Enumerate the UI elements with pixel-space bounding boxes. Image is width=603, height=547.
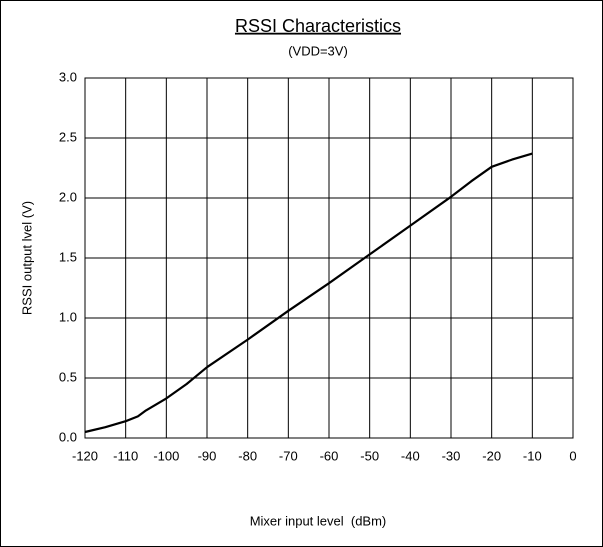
x-tick-label: -90: [198, 448, 217, 463]
y-tick-label: 2.5: [59, 129, 77, 144]
y-tick-label: 2.0: [59, 189, 77, 204]
y-tick-label: 0.5: [59, 369, 77, 384]
x-tick-label: -80: [238, 448, 257, 463]
x-tick-label: -120: [72, 448, 98, 463]
data-line: [84, 152, 533, 434]
x-axis-label: Mixer input level (dBm): [250, 513, 387, 528]
x-tick-label: -10: [523, 448, 542, 463]
x-tick-label: -60: [320, 448, 339, 463]
y-tick-label: 1.0: [59, 309, 77, 324]
chart-subtitle: (VDD=3V): [288, 43, 348, 58]
x-tick-label: 0: [569, 448, 576, 463]
x-tick-label: -50: [360, 448, 379, 463]
x-tick-label: -30: [442, 448, 461, 463]
y-tick-label: 3.0: [59, 69, 77, 84]
x-tick-label: -110: [113, 448, 138, 463]
x-tick-label: -70: [279, 448, 298, 463]
x-tick-label: -100: [153, 448, 179, 463]
chart-title: RSSI Characteristics: [235, 16, 401, 36]
y-axis-label: RSSI output lvel (V): [19, 201, 34, 315]
y-tick-label: 0.0: [59, 429, 77, 444]
y-tick-label: 1.5: [59, 249, 77, 264]
x-tick-label: -40: [401, 448, 420, 463]
x-tick-label: -20: [482, 448, 501, 463]
